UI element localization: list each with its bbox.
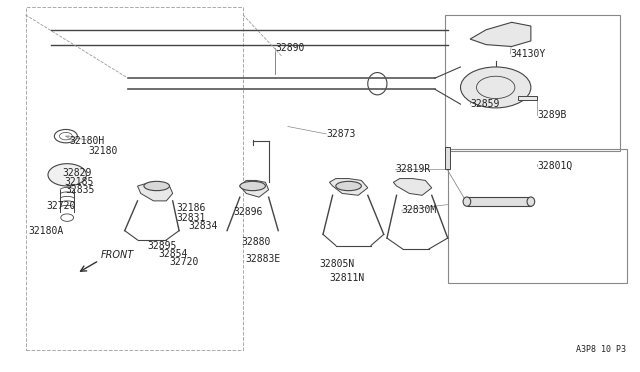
Polygon shape [240,180,269,197]
Text: 32180A: 32180A [28,226,63,235]
Text: 32896: 32896 [234,207,263,217]
Bar [467,197,531,206]
Polygon shape [330,179,368,195]
Text: 32829: 32829 [63,168,92,178]
Text: 34130Y: 34130Y [511,49,546,59]
Text: 32185: 32185 [64,177,93,186]
Ellipse shape [336,182,362,191]
Text: 32883E: 32883E [246,254,281,263]
Text: 32720: 32720 [46,202,76,211]
Text: 32859: 32859 [470,99,499,109]
Text: 32854: 32854 [159,249,188,259]
Bar [518,96,537,100]
Text: 32831: 32831 [176,213,205,222]
Text: 32805N: 32805N [320,259,355,269]
Text: 32180: 32180 [88,146,118,155]
Text: 32186: 32186 [176,203,205,213]
Bar [445,147,450,169]
Ellipse shape [527,197,534,206]
Text: 32811N: 32811N [330,273,365,283]
Polygon shape [470,22,531,46]
Ellipse shape [144,182,170,191]
Circle shape [48,164,86,186]
Text: 32834: 32834 [189,221,218,231]
Text: 32895: 32895 [147,241,177,250]
Ellipse shape [463,197,471,206]
Circle shape [461,67,531,108]
Ellipse shape [240,182,266,191]
Text: 32835: 32835 [65,185,95,195]
Polygon shape [138,182,173,201]
Text: 32890: 32890 [275,44,305,53]
Text: A3P8 10 P3: A3P8 10 P3 [575,345,626,354]
Text: 32830M: 32830M [402,205,437,215]
Text: 32720: 32720 [170,257,199,267]
Text: 3289B: 3289B [537,110,566,120]
Text: 32819R: 32819R [396,164,431,174]
Text: 32873: 32873 [326,129,356,139]
Text: 32880: 32880 [242,237,271,247]
Text: 32180H: 32180H [69,137,104,146]
Text: FRONT: FRONT [101,250,134,260]
Polygon shape [394,179,432,195]
Text: 32801Q: 32801Q [537,161,573,170]
